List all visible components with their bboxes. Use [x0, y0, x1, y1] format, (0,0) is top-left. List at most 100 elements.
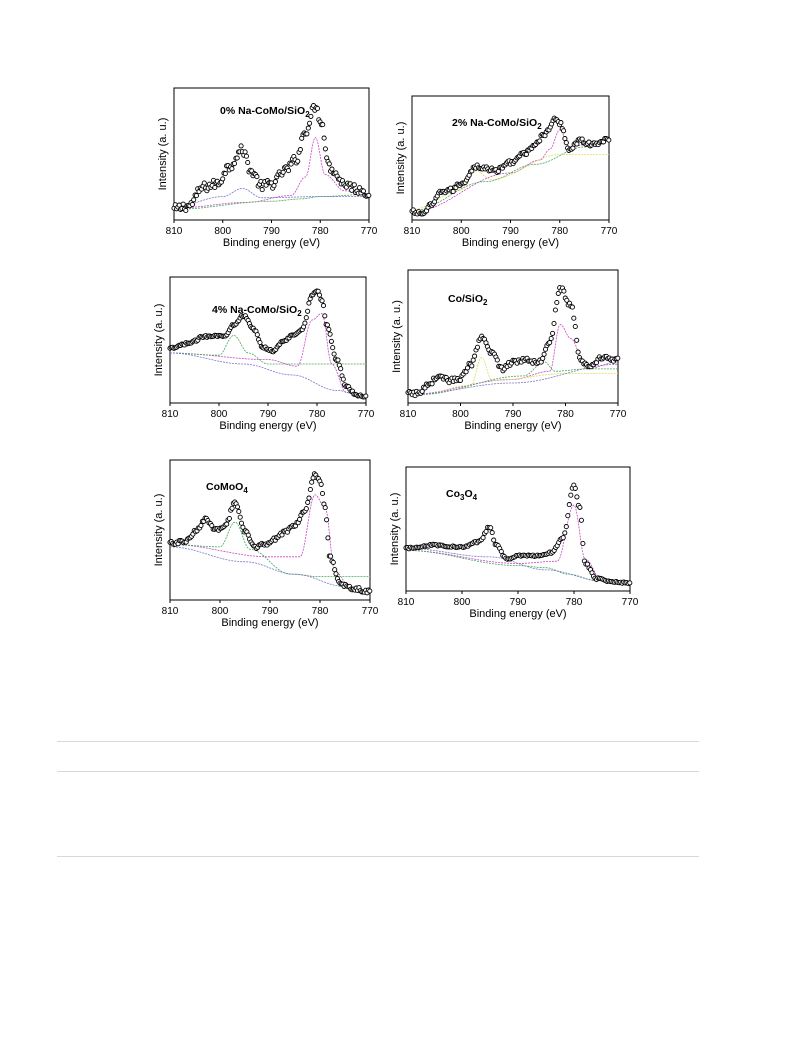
data-point — [308, 113, 314, 119]
data-point — [220, 176, 226, 182]
xps-panel-0: 810 800 790 780 770 Binding energy (eV) Intens… — [148, 87, 383, 260]
x-tick-label: 810 — [398, 597, 415, 608]
data-point — [457, 377, 463, 383]
data-point — [322, 313, 328, 319]
fit-curve-2 — [406, 547, 630, 584]
fit-curve-1 — [170, 334, 366, 365]
fit-curve-2 — [170, 546, 370, 592]
data-point — [332, 567, 338, 573]
data-point — [238, 520, 245, 526]
xps-chart-4: 810 800 790 780 770 Binding energy (eV) Intens… — [153, 459, 379, 629]
data-point — [561, 128, 567, 134]
data-point — [325, 535, 331, 541]
y-axis-title: Intensity (a. u.) — [389, 493, 401, 566]
xps-chart-1: 810 800 790 780 770 Binding energy (eV) Intens… — [395, 95, 618, 249]
data-point — [464, 365, 471, 371]
data-point — [571, 315, 577, 321]
data-point — [314, 105, 321, 112]
data-point — [606, 137, 612, 143]
data-point — [189, 201, 195, 208]
x-tick-label: 770 — [361, 226, 378, 237]
data-point — [191, 197, 197, 203]
data-point — [305, 499, 311, 505]
data-point — [229, 505, 235, 511]
data-point — [254, 174, 260, 180]
x-tick-label: 800 — [214, 226, 231, 237]
data-point — [318, 481, 324, 487]
data-point — [574, 494, 580, 500]
data-point — [360, 188, 367, 194]
data-point — [351, 182, 357, 188]
x-tick-label: 800 — [211, 409, 228, 420]
data-point — [242, 149, 248, 155]
data-point — [306, 300, 312, 306]
x-tick-label: 780 — [551, 226, 568, 237]
x-tick-label: 770 — [601, 226, 618, 237]
data-point — [561, 288, 567, 294]
data-point — [319, 490, 326, 497]
fit-curve-2 — [170, 352, 366, 398]
x-axis-title: Binding energy (eV) — [223, 237, 320, 249]
xps-panel-5: 810 800 790 780 770 Binding energy (eV) Intens… — [386, 452, 639, 652]
data-point — [226, 515, 232, 522]
data-point — [231, 160, 238, 167]
x-tick-label: 810 — [166, 226, 183, 237]
data-point — [324, 322, 330, 328]
fit-curve-1 — [408, 356, 618, 396]
data-point — [569, 304, 575, 310]
x-tick-label: 780 — [312, 606, 329, 617]
data-point — [305, 125, 311, 131]
data-point — [212, 184, 218, 191]
data-point — [488, 525, 494, 531]
data-point — [331, 351, 337, 357]
panel-title: Co3O4 — [446, 488, 478, 502]
data-point — [295, 158, 301, 164]
data-point — [547, 340, 553, 346]
data-point — [363, 393, 369, 399]
data-point — [236, 508, 242, 515]
data-point — [560, 535, 566, 541]
data-point — [574, 141, 580, 147]
data-point — [349, 187, 355, 193]
data-points — [171, 103, 372, 214]
data-point — [303, 315, 309, 321]
xps-chart-3: 810 800 790 780 770 Binding energy (eV) Intens… — [391, 269, 627, 432]
data-point — [302, 320, 308, 326]
x-tick-label: 790 — [262, 606, 279, 617]
xps-chart-0: 810 800 790 780 770 Binding energy (eV) Intens… — [157, 87, 378, 249]
data-point — [234, 155, 240, 161]
data-points — [409, 115, 612, 217]
data-point — [558, 120, 564, 126]
data-point — [572, 485, 578, 491]
data-point — [469, 363, 475, 369]
plot-frame — [411, 95, 610, 221]
data-point — [234, 504, 241, 510]
data-point — [322, 146, 328, 152]
data-point — [198, 522, 204, 529]
data-point — [340, 376, 346, 382]
data-point — [328, 553, 334, 559]
x-axis-title: Binding energy (eV) — [464, 420, 561, 432]
data-point — [367, 588, 373, 594]
data-point — [229, 166, 235, 172]
data-point — [322, 505, 328, 511]
fit-curves — [174, 136, 369, 210]
data-point — [222, 171, 228, 177]
x-axis-title: Binding energy (eV) — [469, 608, 566, 620]
y-axis-title: Intensity (a. u.) — [395, 122, 407, 195]
data-points — [405, 285, 621, 399]
xps-panel-4: 810 800 790 780 770 Binding energy (eV) Intens… — [148, 452, 383, 652]
data-point — [303, 506, 309, 512]
data-point — [366, 192, 372, 198]
data-point — [548, 335, 554, 342]
y-axis-title: Intensity (a. u.) — [153, 494, 165, 567]
fit-curve-2 — [174, 188, 369, 208]
panel-title: CoMoO4 — [206, 481, 248, 495]
fit-curve-3 — [408, 363, 618, 396]
xps-chart-2: 810 800 790 780 770 Binding energy (eV) Intens… — [153, 276, 375, 432]
data-point — [563, 524, 569, 530]
data-point — [237, 514, 243, 520]
y-axis-title: Intensity (a. u.) — [153, 304, 165, 377]
data-point — [316, 292, 323, 298]
x-axis-title: Binding energy (eV) — [221, 617, 318, 629]
